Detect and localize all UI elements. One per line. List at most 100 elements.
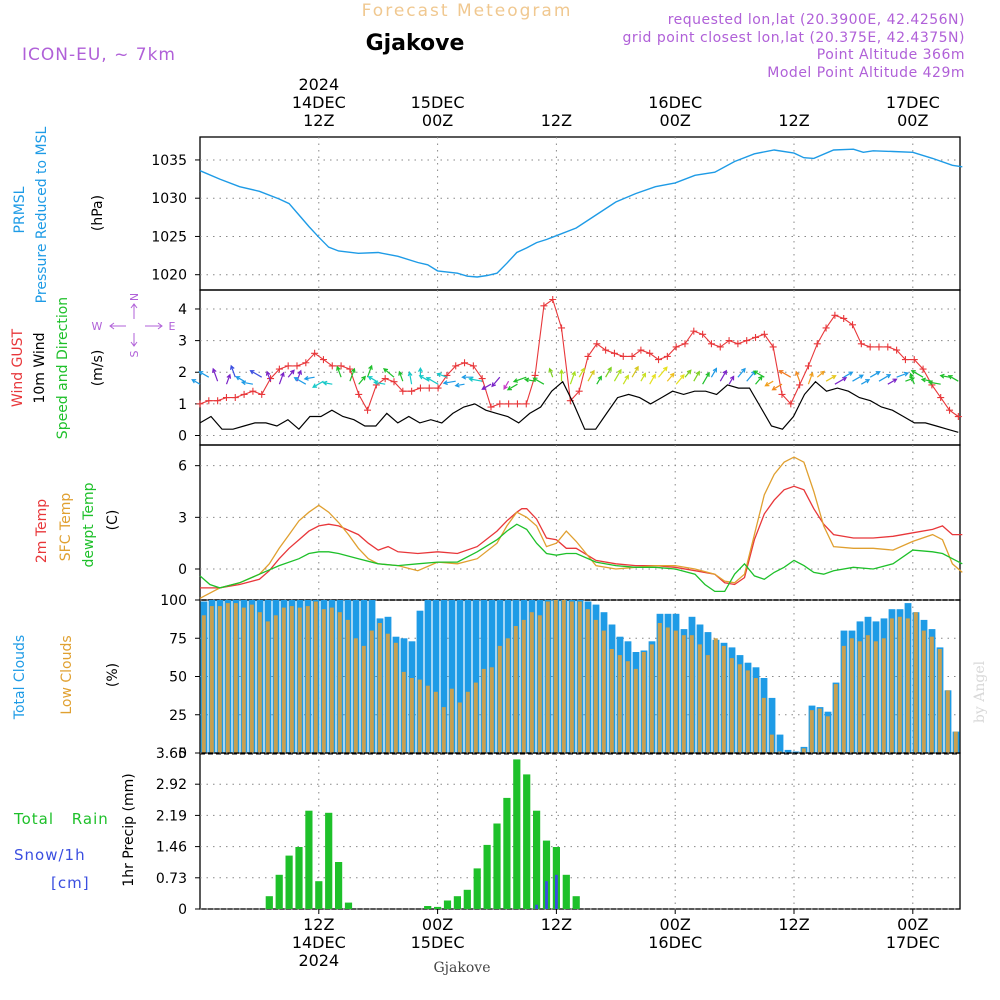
wind-direction-arrow <box>235 376 245 382</box>
gust-point <box>222 394 230 402</box>
temp-unit-label: (C) <box>105 510 121 531</box>
total-cloud-bar <box>768 697 776 753</box>
y-tick-label: 1025 <box>151 229 187 245</box>
wind-direction-arrow <box>947 375 959 382</box>
wind-direction-arrow <box>596 375 602 385</box>
gust-point <box>575 387 583 395</box>
compass-s: S <box>128 350 141 357</box>
gust-point <box>857 340 865 348</box>
wind-direction-arrow <box>778 370 792 378</box>
gust-point <box>937 394 945 402</box>
gust-point <box>319 356 327 364</box>
wind-speed-line <box>199 380 959 433</box>
low-cloud-bar <box>457 702 462 753</box>
rain-bar <box>533 810 541 909</box>
y-tick-label: 1030 <box>151 191 187 207</box>
low-cloud-bar <box>329 607 334 753</box>
rain-bar <box>335 862 343 909</box>
low-cloud-bar <box>737 664 742 753</box>
rain-bar <box>453 896 461 909</box>
bottom-time-label: 00Z <box>897 915 928 934</box>
gust-point <box>214 397 222 405</box>
low-cloud-bar <box>569 601 574 753</box>
bottom-time-label: 15DEC <box>411 933 465 952</box>
low-cloud-bar <box>537 615 542 753</box>
wind-direction-arrow <box>927 380 941 386</box>
compass-rose: N S W E <box>92 293 176 358</box>
wind-direction-arrow <box>675 374 685 385</box>
wind-direction-arrow <box>503 380 510 390</box>
gust-point <box>954 413 962 421</box>
gust-point <box>258 390 266 398</box>
low-cloud-bar <box>953 731 958 753</box>
low-cloud-bar <box>553 600 558 753</box>
sfc-label: SFC Temp <box>58 493 74 562</box>
gust-point <box>840 314 848 322</box>
bottom-time-label: 17DEC <box>886 933 940 952</box>
low-cloud-bar <box>905 618 910 753</box>
low-cloud-bar <box>841 645 846 753</box>
snow-bar <box>555 874 558 909</box>
wind-direction-arrow <box>442 380 456 386</box>
wind-direction-arrow <box>684 369 692 378</box>
low-cloud-bar <box>489 667 494 753</box>
low-cloud-bar <box>865 635 870 753</box>
y-tick-label: 2 <box>178 365 187 381</box>
bottom-time-label: 12Z <box>303 915 334 934</box>
low-cloud-bar <box>633 668 638 753</box>
gust-point <box>381 375 389 383</box>
top-time-label: 12Z <box>778 111 809 130</box>
wind-direction-arrow <box>293 377 307 385</box>
gust-point <box>637 346 645 354</box>
wind-direction-arrow <box>605 366 612 378</box>
meteogram-title: Forecast Meteogram <box>362 1 573 21</box>
wind-panel: Wind GUST 10m Wind Speed and Direction (… <box>10 289 962 446</box>
wind-direction-arrow <box>212 367 219 382</box>
low-cloud-bar <box>233 603 238 753</box>
low-cloud-bar <box>617 655 622 753</box>
wind-direction-arrow <box>383 367 395 378</box>
gust-point <box>760 330 768 338</box>
wind-direction-arrow <box>366 364 373 378</box>
compass-arrows-icon <box>109 303 163 347</box>
low-cloud-bar <box>433 691 438 753</box>
snow-bar <box>535 904 538 909</box>
y-tick-label: 0.73 <box>156 871 187 887</box>
wind-direction-arrow <box>816 370 826 378</box>
rain-bar <box>483 844 491 909</box>
wind-direction-arrow <box>191 379 201 385</box>
gust-point <box>866 343 874 351</box>
location-title: Gjakove <box>366 31 465 56</box>
model-label: ICON-EU, ~ 7km <box>22 45 176 65</box>
low-cloud-bar <box>809 710 814 753</box>
low-cloud-bar <box>369 630 374 753</box>
wind-direction-arrow <box>631 365 639 378</box>
y-tick-label: 2.19 <box>156 808 187 824</box>
gust-point <box>240 390 248 398</box>
gust-point <box>734 340 742 348</box>
gust-point <box>796 381 804 389</box>
gust-point <box>593 340 601 348</box>
top-time-label: 14DEC <box>292 93 346 112</box>
credit-watermark: by Angel <box>972 660 988 723</box>
low-cloud-bar <box>265 621 270 753</box>
rain-bar <box>473 868 481 909</box>
gust-point <box>461 359 469 367</box>
low-cloud-bar <box>625 661 630 753</box>
low-cloud-bar <box>593 619 598 753</box>
low-cloud-bar <box>721 645 726 753</box>
wind-direction-arrow <box>559 368 565 382</box>
low-cloud-bar <box>305 606 310 753</box>
wind-direction-arrow <box>795 370 801 382</box>
top-time-label: 00Z <box>422 111 453 130</box>
point-altitude: Point Altitude 366m <box>817 47 965 63</box>
requested-coords: requested lon,lat (20.3900E, 42.4256N) <box>668 12 965 28</box>
y-tick-label: 25 <box>169 708 187 724</box>
wind-direction-arrow <box>506 383 518 391</box>
wind-direction-arrow <box>909 372 915 385</box>
low-cloud-bar <box>753 678 758 753</box>
wind-direction-arrow <box>746 370 756 382</box>
wind-direction-arrow <box>666 372 675 382</box>
y-tick-label: 0 <box>178 429 187 445</box>
gust-point <box>849 321 857 329</box>
